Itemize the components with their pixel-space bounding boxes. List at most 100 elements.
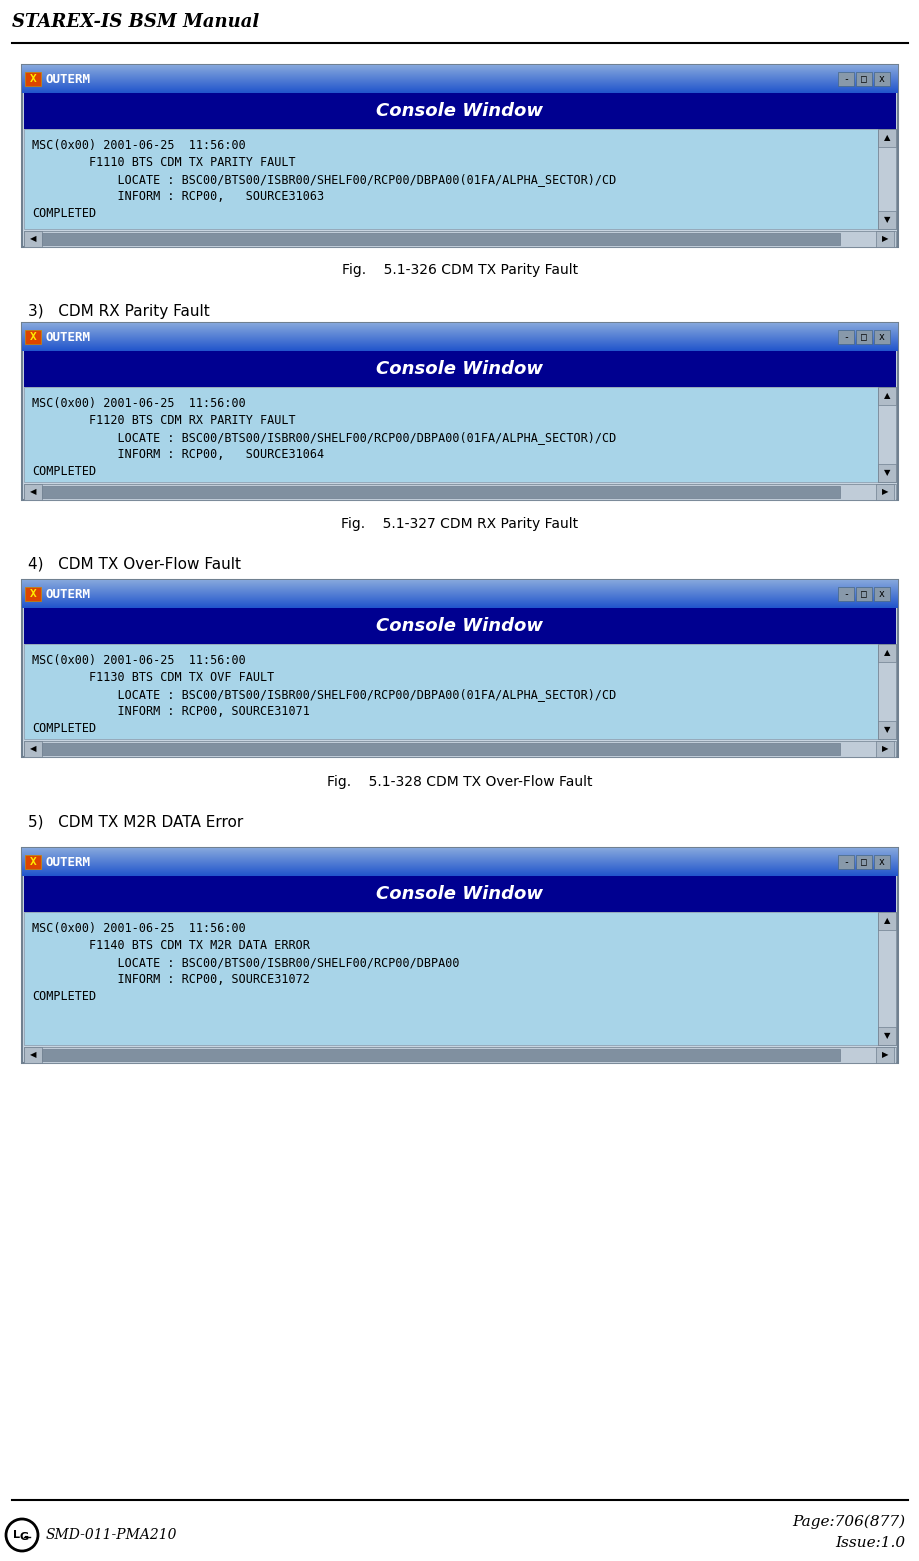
Text: ▼: ▼ xyxy=(883,468,890,478)
Bar xyxy=(873,855,889,869)
Bar xyxy=(837,587,853,601)
Text: LOCATE : BSC00/BTS00/ISBR00/SHELF00/RCP00/DBPA00(01FA/ALPHA_SECTOR)/CD: LOCATE : BSC00/BTS00/ISBR00/SHELF00/RCP0… xyxy=(32,173,616,186)
Bar xyxy=(873,587,889,601)
Text: X: X xyxy=(29,332,37,342)
Bar xyxy=(855,329,871,343)
Text: SMD-011-PMA210: SMD-011-PMA210 xyxy=(46,1528,177,1542)
Bar xyxy=(873,329,889,343)
Text: x: x xyxy=(879,73,884,84)
Bar xyxy=(24,387,877,482)
Bar xyxy=(24,607,895,645)
Bar xyxy=(24,912,877,1044)
Text: Console Window: Console Window xyxy=(376,617,543,635)
Text: ▼: ▼ xyxy=(883,1032,890,1041)
Bar xyxy=(24,484,42,500)
Text: ◀: ◀ xyxy=(29,487,36,496)
Text: MSC(0x00) 2001-06-25  11:56:00: MSC(0x00) 2001-06-25 11:56:00 xyxy=(32,139,245,151)
Text: Console Window: Console Window xyxy=(376,101,543,120)
Bar xyxy=(24,130,877,229)
Text: LOCATE : BSC00/BTS00/ISBR00/SHELF00/RCP00/DBPA00(01FA/ALPHA_SECTOR)/CD: LOCATE : BSC00/BTS00/ISBR00/SHELF00/RCP0… xyxy=(32,688,616,701)
Bar xyxy=(22,848,897,1063)
Text: F1130 BTS CDM TX OVF FAULT: F1130 BTS CDM TX OVF FAULT xyxy=(32,671,274,684)
Text: ▼: ▼ xyxy=(883,726,890,735)
Bar xyxy=(877,130,895,229)
Bar xyxy=(22,323,897,500)
Text: Fig.    5.1-328 CDM TX Over-Flow Fault: Fig. 5.1-328 CDM TX Over-Flow Fault xyxy=(327,774,592,788)
Text: ▶: ▶ xyxy=(880,234,887,244)
Bar xyxy=(877,1027,895,1044)
Text: STAREX-IS BSM Manual: STAREX-IS BSM Manual xyxy=(12,12,259,31)
Bar xyxy=(877,912,895,1044)
Text: G: G xyxy=(19,1531,28,1542)
Text: INFORM : RCP00,   SOURCE31064: INFORM : RCP00, SOURCE31064 xyxy=(32,448,323,460)
Bar xyxy=(22,581,897,757)
Bar xyxy=(837,855,853,869)
Bar xyxy=(25,72,41,86)
Text: Issue:1.0: Issue:1.0 xyxy=(834,1536,904,1550)
Bar xyxy=(24,876,895,912)
Bar xyxy=(855,855,871,869)
Bar xyxy=(24,1047,895,1063)
Text: ▶: ▶ xyxy=(880,745,887,754)
Text: Console Window: Console Window xyxy=(376,885,543,902)
Text: F1140 BTS CDM TX M2R DATA ERROR: F1140 BTS CDM TX M2R DATA ERROR xyxy=(32,940,310,952)
Bar xyxy=(875,231,893,247)
Bar xyxy=(42,1049,839,1061)
Text: ▲: ▲ xyxy=(883,648,890,657)
Bar xyxy=(24,645,877,738)
Bar xyxy=(855,72,871,86)
Bar xyxy=(24,484,895,500)
Text: X: X xyxy=(29,73,37,84)
Bar xyxy=(875,484,893,500)
Bar xyxy=(42,485,839,498)
Text: ▶: ▶ xyxy=(880,487,887,496)
Text: -: - xyxy=(842,857,848,866)
Text: MSC(0x00) 2001-06-25  11:56:00: MSC(0x00) 2001-06-25 11:56:00 xyxy=(32,654,245,667)
Text: ▼: ▼ xyxy=(883,215,890,225)
Text: OUTERM: OUTERM xyxy=(46,331,91,343)
Text: COMPLETED: COMPLETED xyxy=(32,208,96,220)
Text: INFORM : RCP00, SOURCE31071: INFORM : RCP00, SOURCE31071 xyxy=(32,706,310,718)
Text: ▲: ▲ xyxy=(883,134,890,142)
Text: COMPLETED: COMPLETED xyxy=(32,723,96,735)
Bar xyxy=(877,645,895,662)
Bar xyxy=(837,72,853,86)
Bar xyxy=(837,329,853,343)
Text: 5)   CDM TX M2R DATA Error: 5) CDM TX M2R DATA Error xyxy=(28,815,243,829)
Bar xyxy=(855,587,871,601)
Bar xyxy=(42,743,839,756)
Text: □: □ xyxy=(860,588,866,599)
Text: MSC(0x00) 2001-06-25  11:56:00: MSC(0x00) 2001-06-25 11:56:00 xyxy=(32,923,245,935)
Bar xyxy=(25,855,41,869)
Text: COMPLETED: COMPLETED xyxy=(32,465,96,478)
Text: MSC(0x00) 2001-06-25  11:56:00: MSC(0x00) 2001-06-25 11:56:00 xyxy=(32,396,245,411)
Bar xyxy=(873,72,889,86)
Text: 4)   CDM TX Over-Flow Fault: 4) CDM TX Over-Flow Fault xyxy=(28,557,241,571)
Bar xyxy=(24,1047,42,1063)
Text: x: x xyxy=(879,588,884,599)
Text: L: L xyxy=(14,1530,20,1541)
Bar xyxy=(877,130,895,147)
Text: ▶: ▶ xyxy=(880,1051,887,1060)
Text: -: - xyxy=(842,332,848,342)
Bar xyxy=(875,741,893,757)
Bar xyxy=(25,587,41,601)
Text: F1120 BTS CDM RX PARITY FAULT: F1120 BTS CDM RX PARITY FAULT xyxy=(32,414,295,428)
Bar xyxy=(24,741,895,757)
Bar xyxy=(24,741,42,757)
Text: ▲: ▲ xyxy=(883,392,890,401)
Text: □: □ xyxy=(860,857,866,866)
Text: ◀: ◀ xyxy=(29,234,36,244)
Text: OUTERM: OUTERM xyxy=(46,855,91,868)
Text: Fig.    5.1-326 CDM TX Parity Fault: Fig. 5.1-326 CDM TX Parity Fault xyxy=(342,262,577,276)
Text: COMPLETED: COMPLETED xyxy=(32,990,96,1004)
Text: x: x xyxy=(879,857,884,866)
Text: F1110 BTS CDM TX PARITY FAULT: F1110 BTS CDM TX PARITY FAULT xyxy=(32,156,295,169)
Text: ◀: ◀ xyxy=(29,745,36,754)
Bar xyxy=(875,1047,893,1063)
Bar xyxy=(24,94,895,130)
Bar xyxy=(877,211,895,229)
Text: Console Window: Console Window xyxy=(376,361,543,378)
Text: -: - xyxy=(842,588,848,599)
Text: Fig.    5.1-327 CDM RX Parity Fault: Fig. 5.1-327 CDM RX Parity Fault xyxy=(341,517,578,531)
